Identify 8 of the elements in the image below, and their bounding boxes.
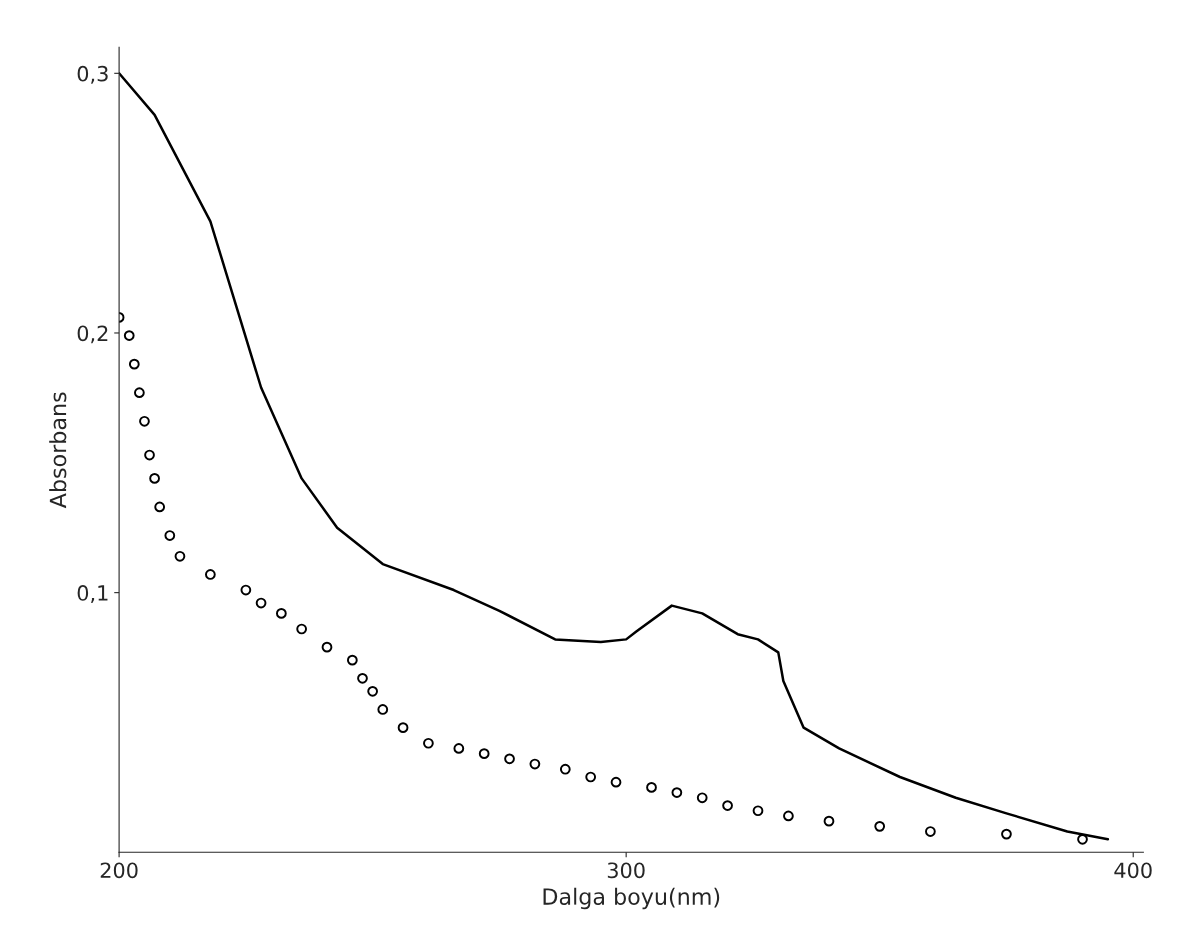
y-tick-label: 0,1 [77, 585, 108, 603]
x-tick-label: 200 [100, 862, 138, 879]
y-tick-label: 0,2 [77, 325, 108, 344]
x-tick-label: 400 [1114, 862, 1152, 879]
y-axis-title: Absorbans [49, 392, 67, 509]
x-axis-title: Dalga boyu(nm) [543, 887, 720, 910]
x-tick-label: 300 [607, 862, 645, 879]
y-tick-label: 0,3 [77, 65, 108, 84]
